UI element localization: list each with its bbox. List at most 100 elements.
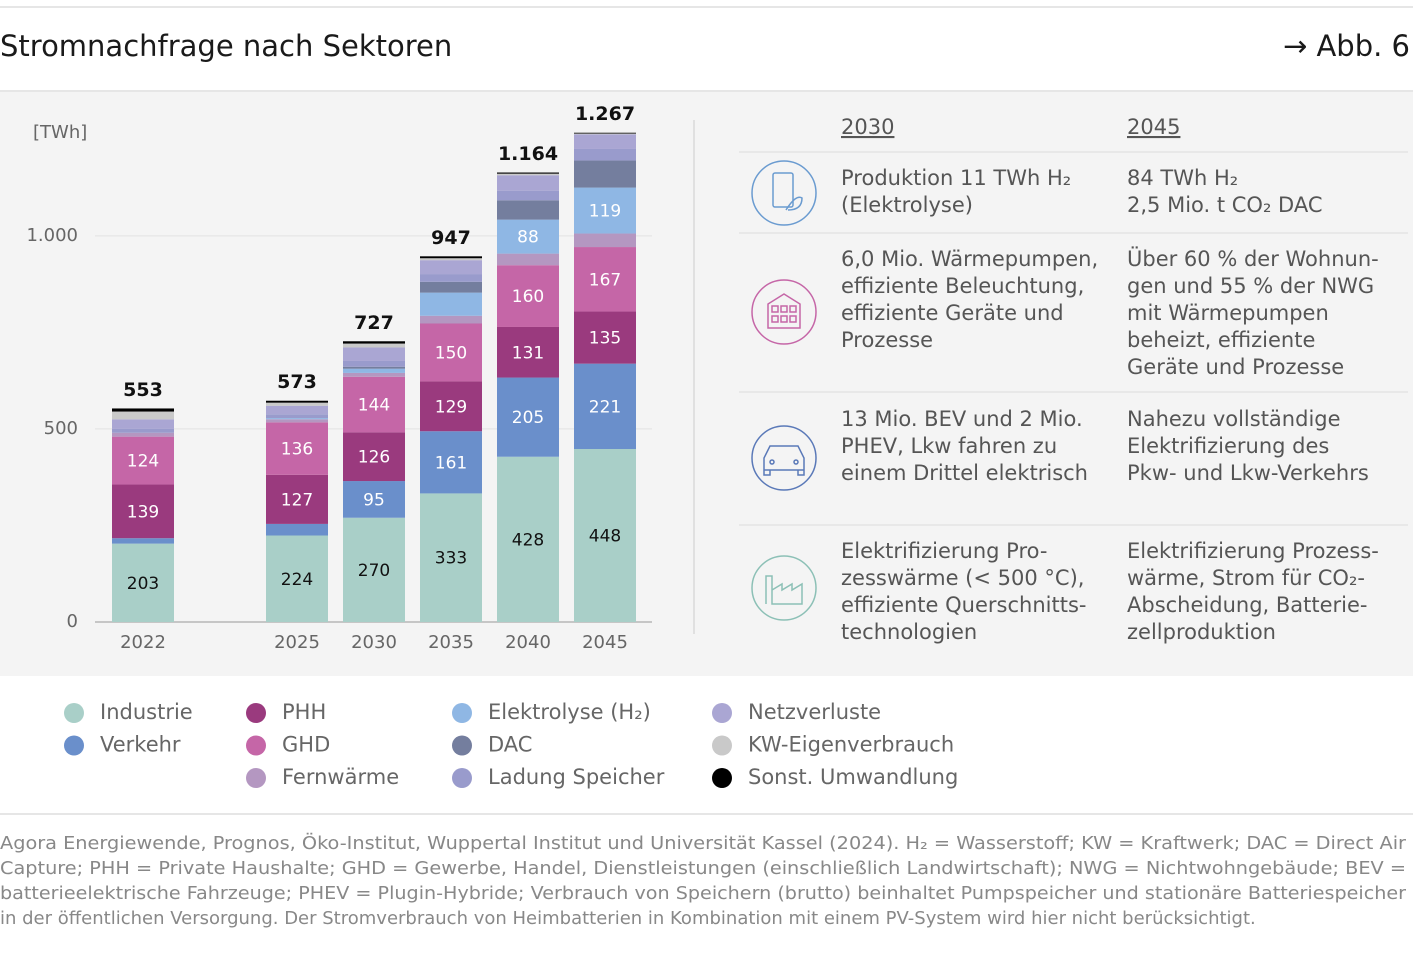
bar-segment <box>343 343 405 348</box>
bar-segment <box>574 160 636 188</box>
title: Stromnachfrage nach Sektoren <box>0 29 452 63</box>
segment-label: 205 <box>512 408 544 428</box>
panel-background <box>0 92 1413 676</box>
column-header: 2045 <box>1127 115 1180 139</box>
table-cell-line: effiziente Beleuchtung, <box>841 274 1084 298</box>
bar-segment <box>343 432 405 482</box>
legend-swatch <box>712 703 732 723</box>
y-tick-label: 0 <box>67 611 78 632</box>
legend-swatch <box>452 735 472 756</box>
bar-segment <box>574 187 636 234</box>
bar-segment <box>112 432 174 437</box>
x-tick-label: 2022 <box>120 632 166 653</box>
legend-label: Industrie <box>100 700 193 724</box>
table-cell-line: beheizt, effiziente <box>1127 328 1315 352</box>
table-cell-line: Prozesse <box>841 328 933 352</box>
bar-segment <box>420 260 482 275</box>
bar-segment <box>420 281 482 293</box>
bar-segment <box>420 315 482 324</box>
icon-building <box>751 279 817 345</box>
bar-segment <box>343 368 405 373</box>
bar-segment <box>497 265 559 327</box>
segment-label: 95 <box>363 490 385 510</box>
legend-label: Verkehr <box>100 733 181 757</box>
footnote-line: Agora Energiewende, Prognos, Öko-Institu… <box>0 832 1407 854</box>
segment-label: 203 <box>127 574 159 594</box>
legend-swatch <box>246 768 266 788</box>
column-header: 2030 <box>841 115 894 139</box>
legend-swatch <box>64 703 84 723</box>
bar-segment <box>420 292 482 316</box>
segment-label: 333 <box>435 549 467 569</box>
bar-segment <box>343 347 405 361</box>
segment-label: 221 <box>589 397 621 417</box>
bar-segment <box>343 376 405 433</box>
legend-label: Fernwärme <box>282 765 399 789</box>
bar-segment <box>574 363 636 450</box>
legend-label: PHH <box>282 700 326 724</box>
segment-label: 119 <box>589 202 621 222</box>
segment-label: 126 <box>358 448 390 468</box>
legend-swatch <box>64 735 84 756</box>
segment-label: 144 <box>358 396 390 416</box>
bar-segment <box>112 436 174 485</box>
bar-segment <box>574 233 636 248</box>
y-axis-label: [TWh] <box>33 122 87 143</box>
x-tick-label: 2045 <box>582 632 628 653</box>
legend-label: DAC <box>488 733 532 757</box>
bar-segment <box>420 493 482 622</box>
table-cell-line: Elektrifizierung Pro- <box>841 539 1047 563</box>
legend-label: Elektrolyse (H₂) <box>488 700 651 724</box>
bar-segment <box>266 414 328 419</box>
bar-segment <box>420 431 482 494</box>
bar-segment <box>112 538 174 544</box>
bar-segment <box>112 543 174 622</box>
table-cell-line: Elektrifizierung Prozess- <box>1127 539 1379 563</box>
bar-segment <box>497 326 559 378</box>
table-cell-line: zellproduktion <box>1127 620 1276 644</box>
segment-label: 167 <box>589 270 621 290</box>
bar-segment <box>343 372 405 377</box>
bar-segment <box>497 253 559 266</box>
bar-segment <box>574 134 636 149</box>
legend-label: Sonst. Umwandlung <box>748 765 958 789</box>
segment-label: 136 <box>281 440 313 460</box>
segment-label: 124 <box>127 452 159 472</box>
x-tick-label: 2030 <box>351 632 397 653</box>
bar-segment <box>343 517 405 622</box>
bar-segment <box>497 456 559 622</box>
segment-label: 131 <box>512 343 544 363</box>
x-tick-label: 2035 <box>428 632 474 653</box>
bar-segment <box>112 484 174 539</box>
legend-swatch <box>712 735 732 756</box>
table-cell-line: PHEV, Lkw fahren zu <box>841 434 1057 458</box>
segment-label: 270 <box>358 561 390 581</box>
table-cell-line: 84 TWh H₂ <box>1127 166 1238 190</box>
table-cell-line: effiziente Querschnitts- <box>841 593 1086 617</box>
table-cell-line: Abscheidung, Batterie- <box>1127 593 1368 617</box>
bar-segment <box>112 419 174 429</box>
bar-segment <box>497 377 559 457</box>
y-tick-label: 1.000 <box>26 225 78 246</box>
segment-label: 150 <box>435 343 467 363</box>
bar-segment <box>266 523 328 536</box>
segment-label: 139 <box>127 502 159 522</box>
legend-label: GHD <box>282 733 330 757</box>
table-cell-line: Produktion 11 TWh H₂ <box>841 166 1071 190</box>
table-cell-line: einem Drittel elektrisch <box>841 461 1088 485</box>
bar-segment <box>266 535 328 622</box>
icon-car <box>751 425 817 491</box>
bar-segment <box>497 219 559 254</box>
bar-segment <box>266 422 328 475</box>
legend-swatch <box>246 735 266 756</box>
table-cell-line: 6,0 Mio. Wärmepumpen, <box>841 247 1098 271</box>
segment-label: 135 <box>589 329 621 349</box>
bar-segment <box>112 428 174 433</box>
table-cell-line: mit Wärmepumpen <box>1127 301 1329 325</box>
table-cell-line: Elektrifizierung des <box>1127 434 1329 458</box>
segment-label: 161 <box>435 453 467 473</box>
bar-segment <box>497 190 559 201</box>
x-tick-label: 2040 <box>505 632 551 653</box>
legend-label: Netzverluste <box>748 700 881 724</box>
